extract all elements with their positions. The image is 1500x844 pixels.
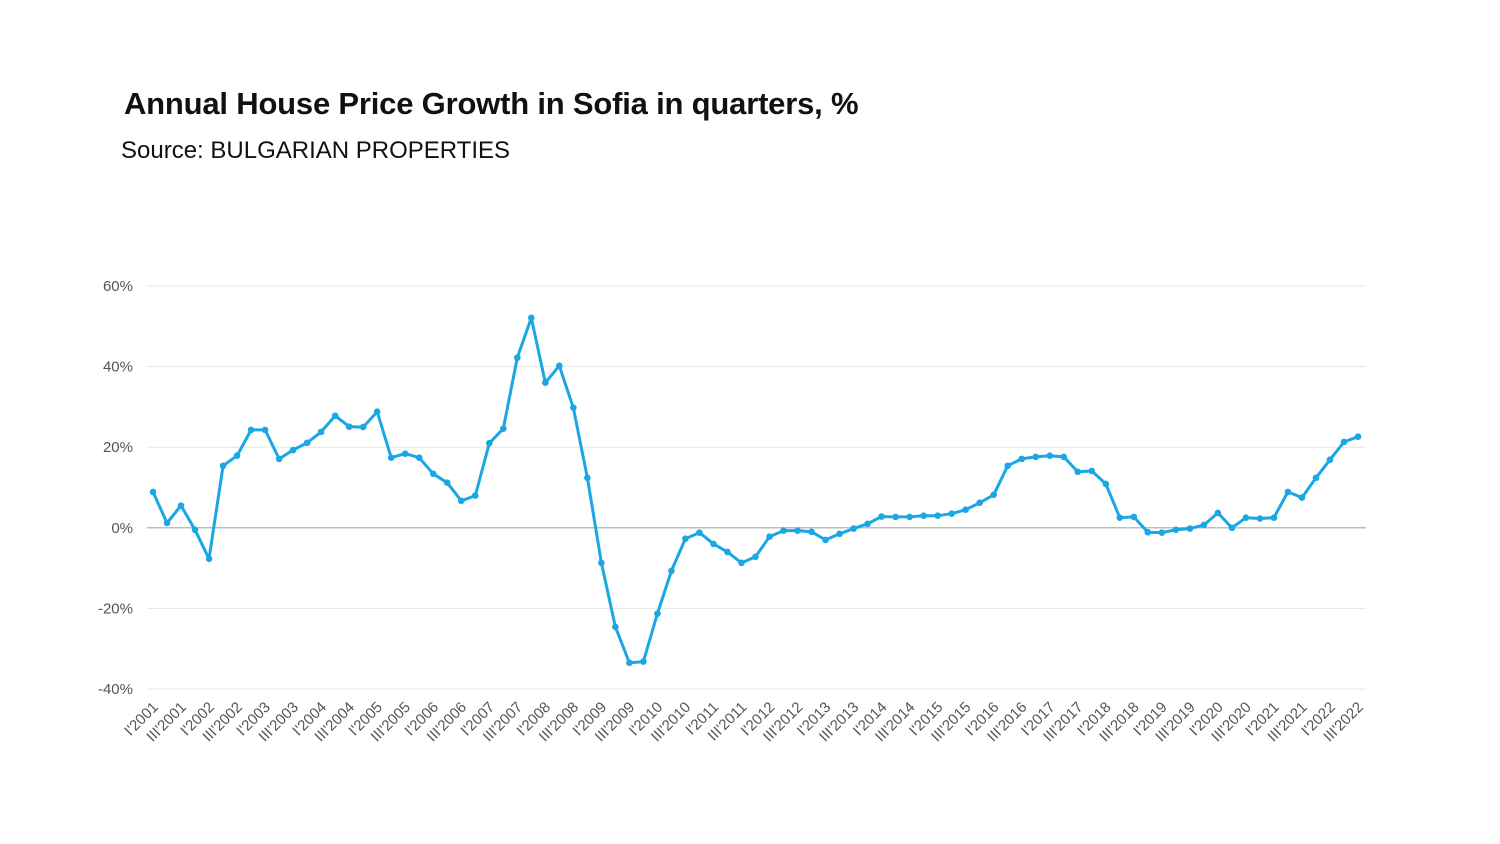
data-point [219,462,227,470]
y-tick-label: 60% [103,278,133,295]
data-point [948,510,955,517]
data-point [626,659,633,667]
data-point [822,536,829,544]
data-point [1074,468,1082,476]
data-point [766,533,773,540]
y-tick-label: -20% [98,600,133,617]
data-point [528,314,535,322]
data-point [247,426,255,434]
data-point [345,423,353,430]
data-point [1326,456,1334,463]
data-point [612,623,619,631]
data-point [640,658,647,665]
series-line [151,316,1359,665]
data-point [1158,529,1166,536]
data-point [654,610,661,617]
data-point [976,499,983,507]
data-point [331,412,339,420]
data-point [514,354,521,362]
data-point [359,423,367,431]
y-tick-label: 20% [103,439,133,456]
data-point [317,428,325,436]
data-point [864,520,871,528]
data-point [1200,521,1208,529]
data-point [1284,488,1292,496]
data-point [1242,514,1250,522]
chart-subtitle: Source: BULGARIAN PROPERTIES [121,137,511,164]
data-point [373,408,381,416]
data-point [401,450,409,457]
data-point [261,426,269,434]
data-point [682,535,689,542]
data-point [878,513,885,520]
data-point [892,513,899,521]
data-point [1088,467,1096,475]
data-point [570,404,577,412]
data-point [738,559,745,567]
data-point [233,452,241,459]
data-point [443,479,451,486]
data-point [668,567,675,575]
data-point [289,446,297,454]
data-point [429,470,437,478]
data-point [163,519,171,527]
data-point [696,529,703,536]
data-point [1130,513,1138,521]
data-point [205,555,213,563]
data-point [1340,438,1348,446]
data-point [1102,480,1110,488]
data-point [499,425,507,432]
data-point [906,513,913,521]
data-point [387,454,395,461]
data-point [836,530,843,538]
data-point [191,526,199,534]
data-point [485,439,493,447]
chart-title: Annual House Price Growth in Sofia in qu… [124,86,859,121]
data-point [1144,528,1152,536]
y-tick-label: -40% [98,681,133,698]
data-point [1270,514,1278,522]
data-point [275,455,283,463]
data-point [1256,515,1264,522]
y-tick-label: 0% [111,520,133,537]
data-point [1060,453,1068,461]
data-point [1354,433,1362,441]
data-point [471,492,479,499]
data-point [780,527,787,534]
data-point [598,559,605,567]
data-point [752,553,759,561]
data-point [1116,514,1124,522]
data-point [1172,526,1180,534]
data-point [1032,453,1040,461]
data-point [1004,462,1012,470]
data-point [850,525,857,532]
data-point [1214,509,1222,517]
data-point [556,362,563,370]
data-point [920,512,927,520]
data-point [303,439,311,447]
data-point [1228,524,1236,532]
data-point [457,497,465,505]
data-point [149,488,157,496]
data-point [415,454,423,461]
data-point [990,491,997,499]
data-point [1312,474,1320,482]
data-point [1298,494,1306,501]
data-point [1046,452,1054,459]
data-point [710,540,717,548]
data-point [724,548,731,556]
data-point [1018,455,1026,463]
data-point [808,528,815,536]
data-point [794,527,801,534]
y-tick-label: 40% [103,359,133,376]
data-point [584,474,591,482]
data-point [542,379,549,387]
data-point [1186,525,1194,532]
data-point [177,502,185,509]
data-point [962,506,969,513]
data-point [934,512,941,520]
